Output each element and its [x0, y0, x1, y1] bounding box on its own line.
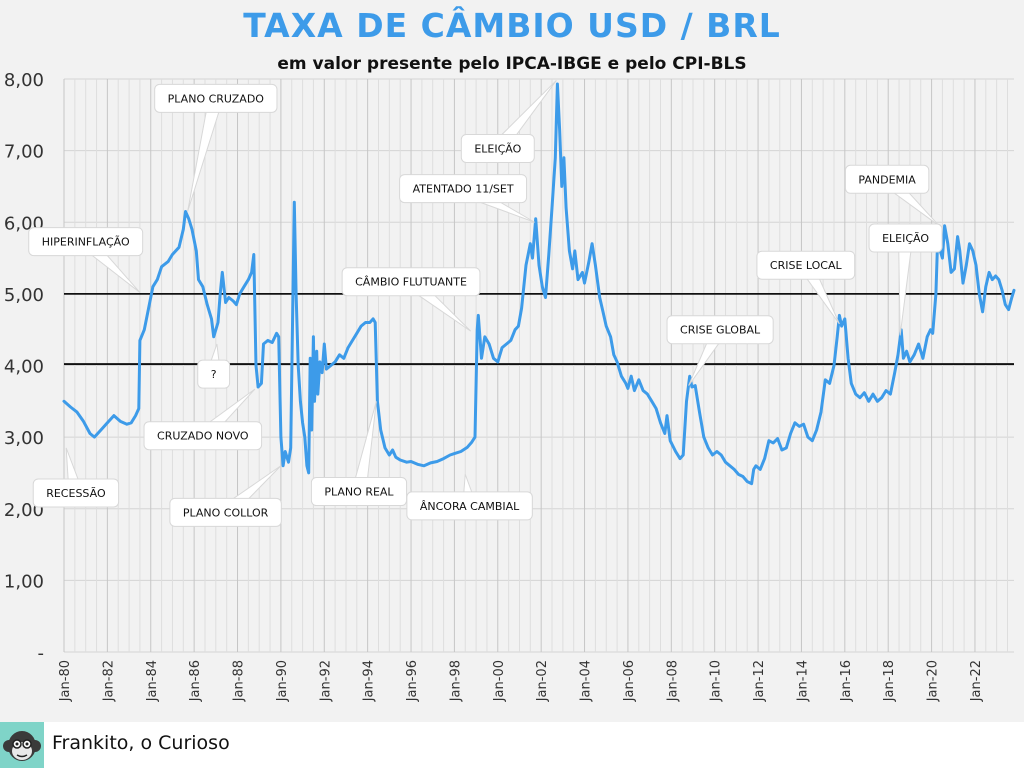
- annotation-label: HIPERINFLAÇÃO: [42, 236, 130, 249]
- annotation-callout: ELEIÇÃO: [868, 223, 943, 336]
- annotation-label: CÂMBIO FLUTUANTE: [355, 276, 467, 289]
- callout-box: [28, 227, 144, 257]
- callout-box: [197, 359, 231, 389]
- x-tick-label: Jan-20: [926, 660, 941, 702]
- callout-box: [666, 315, 774, 345]
- chart-subtitle: em valor presente pelo IPCA-IBGE e pelo …: [277, 54, 747, 74]
- y-tick-label: 1,00: [4, 571, 44, 592]
- annotation-callout: ATENTADO 11/SET: [399, 174, 535, 223]
- x-tick-label: Jan-82: [101, 660, 116, 702]
- x-tick-label: Jan-92: [318, 660, 333, 702]
- x-tick-label: Jan-02: [535, 660, 550, 702]
- callout-box: [868, 223, 943, 253]
- annotation-label: ?: [211, 368, 217, 381]
- x-tick-label: Jan-80: [58, 660, 73, 702]
- x-tick-label: Jan-12: [752, 660, 767, 702]
- callout-box: [154, 83, 278, 113]
- monkey-logo-icon: [0, 722, 44, 768]
- x-tick-label: Jan-84: [145, 660, 160, 702]
- annotation-callout: PANDEMIA: [844, 164, 940, 227]
- x-tick-label: Jan-08: [665, 660, 680, 702]
- series: [62, 82, 1016, 486]
- annotation-callout: CRUZADO NOVO: [143, 388, 263, 451]
- y-tick-label: -: [38, 643, 45, 664]
- callout-box: [756, 250, 856, 280]
- callout-box: [169, 497, 282, 527]
- y-tick-label: 7,00: [4, 142, 44, 163]
- annotation-callout: ELEIÇÃO: [460, 80, 557, 163]
- annotation-callout: PLANO CRUZADO: [154, 83, 278, 212]
- annotation-callout: CRISE GLOBAL: [666, 315, 774, 386]
- annotation-callout: CRISE LOCAL: [756, 250, 856, 325]
- annotation-label: RECESSÃO: [46, 487, 106, 500]
- annotation-callout: CÂMBIO FLUTUANTE: [341, 267, 481, 332]
- annotation-label: PLANO REAL: [324, 486, 394, 499]
- callout-box: [844, 164, 930, 194]
- annotations: RECESSÃO HIPERINFLAÇÃO PLANO CRUZADO? CRUZA…: [28, 80, 943, 527]
- annotation-label: ELEIÇÃO: [474, 142, 521, 155]
- x-tick-label: Jan-14: [795, 660, 810, 702]
- annotation-label: CRISE LOCAL: [770, 259, 843, 272]
- annotation-callout: PLANO COLLOR: [169, 465, 282, 527]
- annotation-label: PLANO COLLOR: [183, 506, 269, 519]
- annotation-label: ÂNCORA CAMBIAL: [420, 500, 520, 513]
- annotation-callout: RECESSÃO: [32, 447, 120, 508]
- callout-box: [341, 267, 481, 297]
- x-tick-label: Jan-06: [622, 660, 637, 702]
- x-tick-label: Jan-94: [362, 660, 377, 702]
- series-line: [62, 82, 1016, 486]
- x-tick-label: Jan-10: [709, 660, 724, 702]
- x-tick-label: Jan-86: [188, 660, 203, 702]
- annotation-callout: HIPERINFLAÇÃO: [28, 227, 144, 293]
- x-tick-label: Jan-04: [579, 660, 594, 702]
- annotation-callout: ÂNCORA CAMBIAL: [406, 474, 533, 521]
- x-tick-label: Jan-96: [405, 660, 420, 702]
- callout-box: [399, 174, 528, 204]
- y-tick-label: 4,00: [4, 357, 44, 378]
- callout-box: [406, 491, 533, 521]
- x-tick-label: Jan-16: [839, 660, 854, 702]
- x-tick-label: Jan-22: [969, 660, 984, 702]
- x-tick-label: Jan-98: [448, 660, 463, 702]
- x-tick-label: Jan-00: [492, 660, 507, 702]
- annotation-label: CRISE GLOBAL: [680, 324, 761, 337]
- y-tick-label: 3,00: [4, 428, 44, 449]
- brand-name: Frankito, o Curioso: [52, 732, 230, 754]
- annotation-label: PLANO CRUZADO: [168, 92, 265, 105]
- x-tick-label: Jan-18: [882, 660, 897, 702]
- annotation-callout: ?: [197, 343, 231, 389]
- x-tick-label: Jan-88: [232, 660, 247, 702]
- footer: Frankito, o Curioso: [0, 722, 1024, 768]
- callout-box: [32, 478, 120, 508]
- annotation-label: CRUZADO NOVO: [157, 430, 249, 443]
- callout-box: [310, 477, 408, 507]
- callout-box: [143, 421, 263, 451]
- annotation-label: ATENTADO 11/SET: [413, 183, 514, 196]
- chart-title: TAXA DE CÂMBIO USD / BRL: [243, 6, 781, 45]
- x-tick-label: Jan-90: [275, 660, 290, 702]
- annotation-label: PANDEMIA: [858, 173, 916, 186]
- annotation-callout: PLANO REAL: [310, 401, 408, 507]
- y-tick-label: 5,00: [4, 285, 44, 306]
- annotation-label: ELEIÇÃO: [882, 232, 929, 245]
- y-tick-label: 8,00: [4, 70, 44, 91]
- callout-box: [460, 133, 535, 163]
